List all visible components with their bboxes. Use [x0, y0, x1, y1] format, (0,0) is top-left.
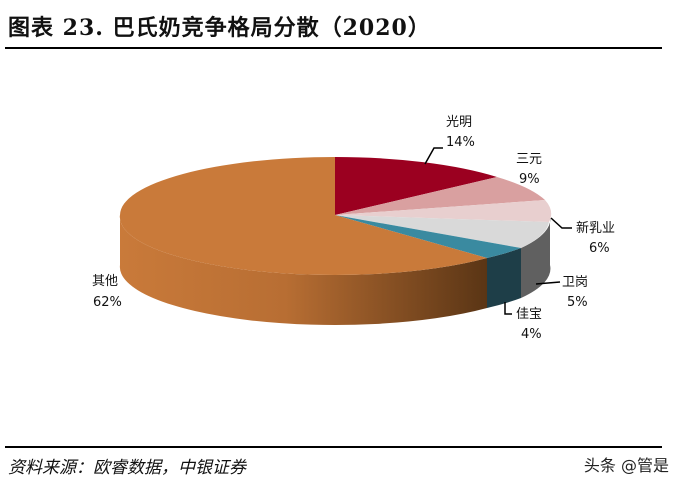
label-sanyuan-pct: 9% — [519, 172, 540, 187]
label-jiabao-pct: 4% — [521, 327, 542, 342]
slice-other — [119, 157, 487, 276]
label-guangming-pct: 14% — [446, 135, 475, 150]
chart-title: 图表 23. 巴氏奶竞争格局分散（2020） — [8, 15, 431, 41]
leader-lines — [424, 147, 572, 315]
source-note: 资料来源：欧睿数据，中银证券 — [8, 458, 246, 478]
slice-jiabao — [335, 215, 521, 258]
slice-sanyuan — [335, 177, 545, 215]
pie-top — [119, 157, 552, 276]
slice-guangming — [335, 157, 497, 215]
label-xinruye-pct: 6% — [589, 241, 610, 256]
pie-chart: 光明 14% 三元 9% 新乳业 6% 卫岗 5% 佳宝 4% 其他 62% — [92, 115, 615, 342]
pie-sides — [119, 215, 551, 326]
label-other-pct: 62% — [93, 295, 122, 310]
slice-side-weigang — [521, 215, 551, 298]
label-weigang-pct: 5% — [567, 295, 588, 310]
label-jiabao-name: 佳宝 — [516, 307, 542, 322]
bottom-divider — [5, 446, 662, 448]
label-guangming-name: 光明 — [446, 115, 472, 130]
label-weigang-name: 卫岗 — [562, 275, 588, 290]
slice-xinruye — [335, 200, 552, 222]
label-xinruye-name: 新乳业 — [576, 220, 615, 236]
slice-side-jiabao — [487, 248, 521, 308]
top-divider — [5, 47, 662, 49]
watermark: 头条 @管是 — [583, 456, 669, 475]
slice-weigang — [335, 215, 549, 248]
label-sanyuan-name: 三元 — [516, 152, 542, 167]
label-other-name: 其他 — [92, 274, 118, 289]
slice-side-other — [119, 215, 487, 326]
